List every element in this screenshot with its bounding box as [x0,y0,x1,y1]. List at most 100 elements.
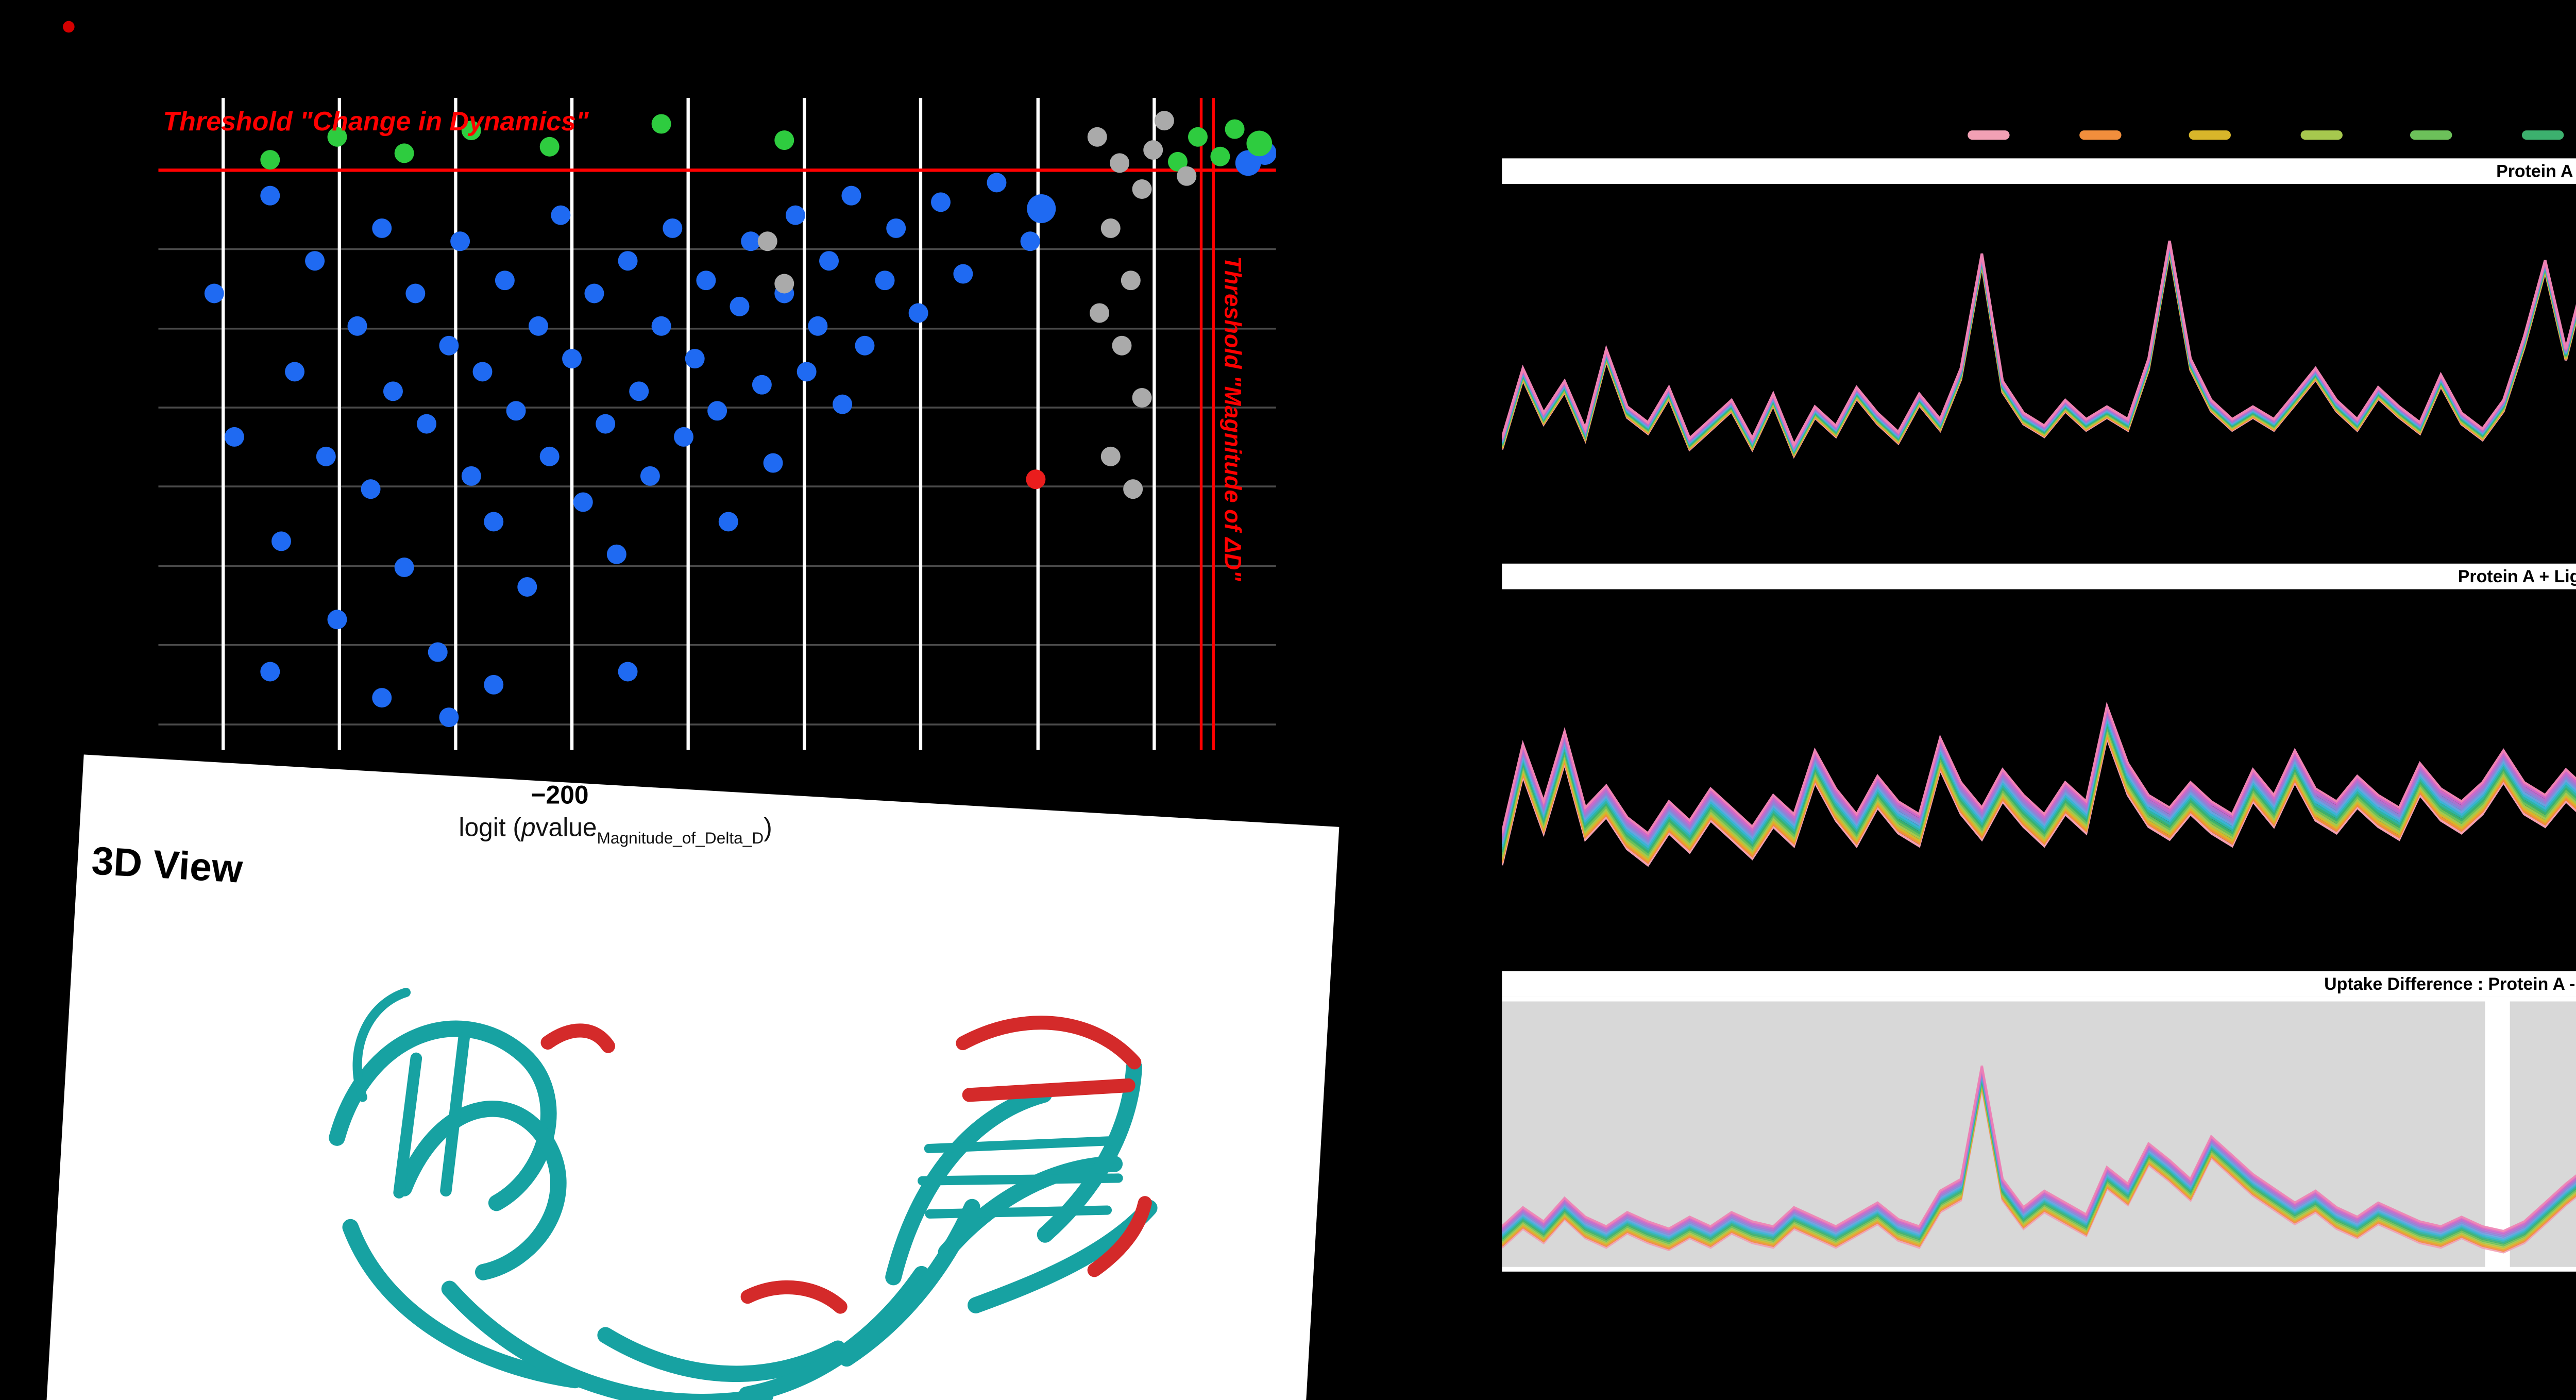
legend-dash[interactable] [2299,131,2342,140]
scatter-point[interactable] [875,271,895,291]
scatter-point[interactable] [752,375,772,395]
scatter-point[interactable] [1110,153,1130,173]
scatter-point[interactable] [573,492,593,512]
scatter-point[interactable] [819,251,839,271]
scatter-point[interactable] [439,707,459,728]
scatter-point[interactable] [204,283,224,303]
scatter-point[interactable] [484,512,504,532]
scatter-point[interactable] [855,335,875,356]
scatter-point[interactable] [908,303,928,323]
scatter-point[interactable] [495,271,515,291]
scatter-point[interactable] [718,512,738,532]
scatter-point[interactable] [1020,231,1040,251]
scatter-point[interactable] [1177,166,1197,186]
scatter-point[interactable] [528,316,548,336]
scatter-point[interactable] [685,349,705,369]
scatter-point[interactable] [785,205,805,225]
scatter-point[interactable] [1132,179,1152,199]
scatter-point[interactable] [1090,303,1110,323]
scatter-point[interactable] [618,251,638,271]
scatter-point[interactable] [383,381,403,401]
scatter-point[interactable] [629,381,649,401]
scatter-point[interactable] [886,218,906,238]
uptake-plot-difference[interactable] [1502,997,2576,1272]
scatter-point[interactable] [1188,127,1208,147]
scatter-point[interactable] [651,114,671,134]
scatter-point[interactable] [260,150,280,170]
scatter-point[interactable] [372,688,392,708]
scatter-point[interactable] [663,218,683,238]
scatter-point[interactable] [539,446,560,466]
scatter-point[interactable] [347,316,367,336]
scatter-point[interactable] [394,558,414,578]
scatter-point[interactable] [224,427,244,447]
uptake-plot-protein-a[interactable] [1502,184,2576,554]
scatter-point[interactable] [696,271,716,291]
volcano-plot[interactable] [158,97,1276,750]
scatter-point[interactable] [757,231,777,251]
scatter-point[interactable] [774,274,794,294]
scatter-point[interactable] [394,143,414,163]
scatter-point[interactable] [1026,469,1046,490]
scatter-point[interactable] [506,401,526,421]
scatter-point[interactable] [272,531,291,551]
scatter-point[interactable] [1154,111,1174,131]
scatter-point[interactable] [1143,140,1163,160]
legend-dash[interactable] [1968,131,2010,140]
scatter-point[interactable] [450,231,470,251]
scatter-point[interactable] [428,642,448,662]
scatter-point[interactable] [808,316,828,336]
scatter-point[interactable] [707,401,727,421]
scatter-point[interactable] [1112,335,1132,356]
scatter-point[interactable] [439,335,459,356]
scatter-point[interactable] [517,577,537,597]
legend-dash[interactable] [2520,131,2563,140]
scatter-point[interactable] [405,283,426,303]
scatter-point[interactable] [417,414,437,434]
scatter-point[interactable] [1123,479,1143,499]
scatter-point[interactable] [796,362,817,382]
scatter-point[interactable] [763,453,783,473]
scatter-point[interactable] [1100,218,1121,238]
scatter-point[interactable] [327,127,347,147]
scatter-point[interactable] [1087,127,1107,147]
scatter-point[interactable] [596,414,616,434]
uptake-plot-protein-a-ligand[interactable] [1502,589,2576,960]
scatter-point[interactable] [584,283,604,303]
scatter-point[interactable] [562,349,582,369]
scatter-point[interactable] [1132,387,1152,408]
scatter-point[interactable] [285,362,305,382]
scatter-point[interactable] [539,137,560,157]
scatter-point[interactable] [372,218,392,238]
scatter-point[interactable] [618,662,638,682]
scatter-point[interactable] [1246,130,1273,157]
scatter-point[interactable] [1225,119,1245,139]
scatter-point[interactable] [674,427,693,447]
scatter-point[interactable] [741,231,761,251]
scatter-point[interactable] [651,316,671,336]
scatter-point[interactable] [774,130,794,150]
scatter-point[interactable] [987,173,1007,193]
scatter-point[interactable] [833,394,853,414]
scatter-point[interactable] [461,466,481,486]
scatter-point[interactable] [316,446,336,466]
legend-dash[interactable] [2189,131,2231,140]
scatter-point[interactable] [931,192,951,212]
scatter-point[interactable] [606,544,626,564]
scatter-point[interactable] [730,296,750,316]
scatter-point[interactable] [260,662,280,682]
scatter-point[interactable] [551,205,571,225]
3d-view-panel[interactable]: 3D View [43,754,1340,1400]
scatter-point[interactable] [1121,271,1141,291]
scatter-point[interactable] [841,185,861,206]
scatter-point[interactable] [640,466,660,486]
scatter-point[interactable] [484,674,504,695]
scatter-point[interactable] [953,264,973,284]
scatter-point[interactable] [361,479,381,499]
legend-dash[interactable] [2410,131,2452,140]
scatter-point[interactable] [472,362,493,382]
scatter-point[interactable] [260,185,280,206]
scatter-point[interactable] [327,610,347,630]
scatter-point[interactable] [461,121,481,141]
legend-dash[interactable] [2078,131,2121,140]
